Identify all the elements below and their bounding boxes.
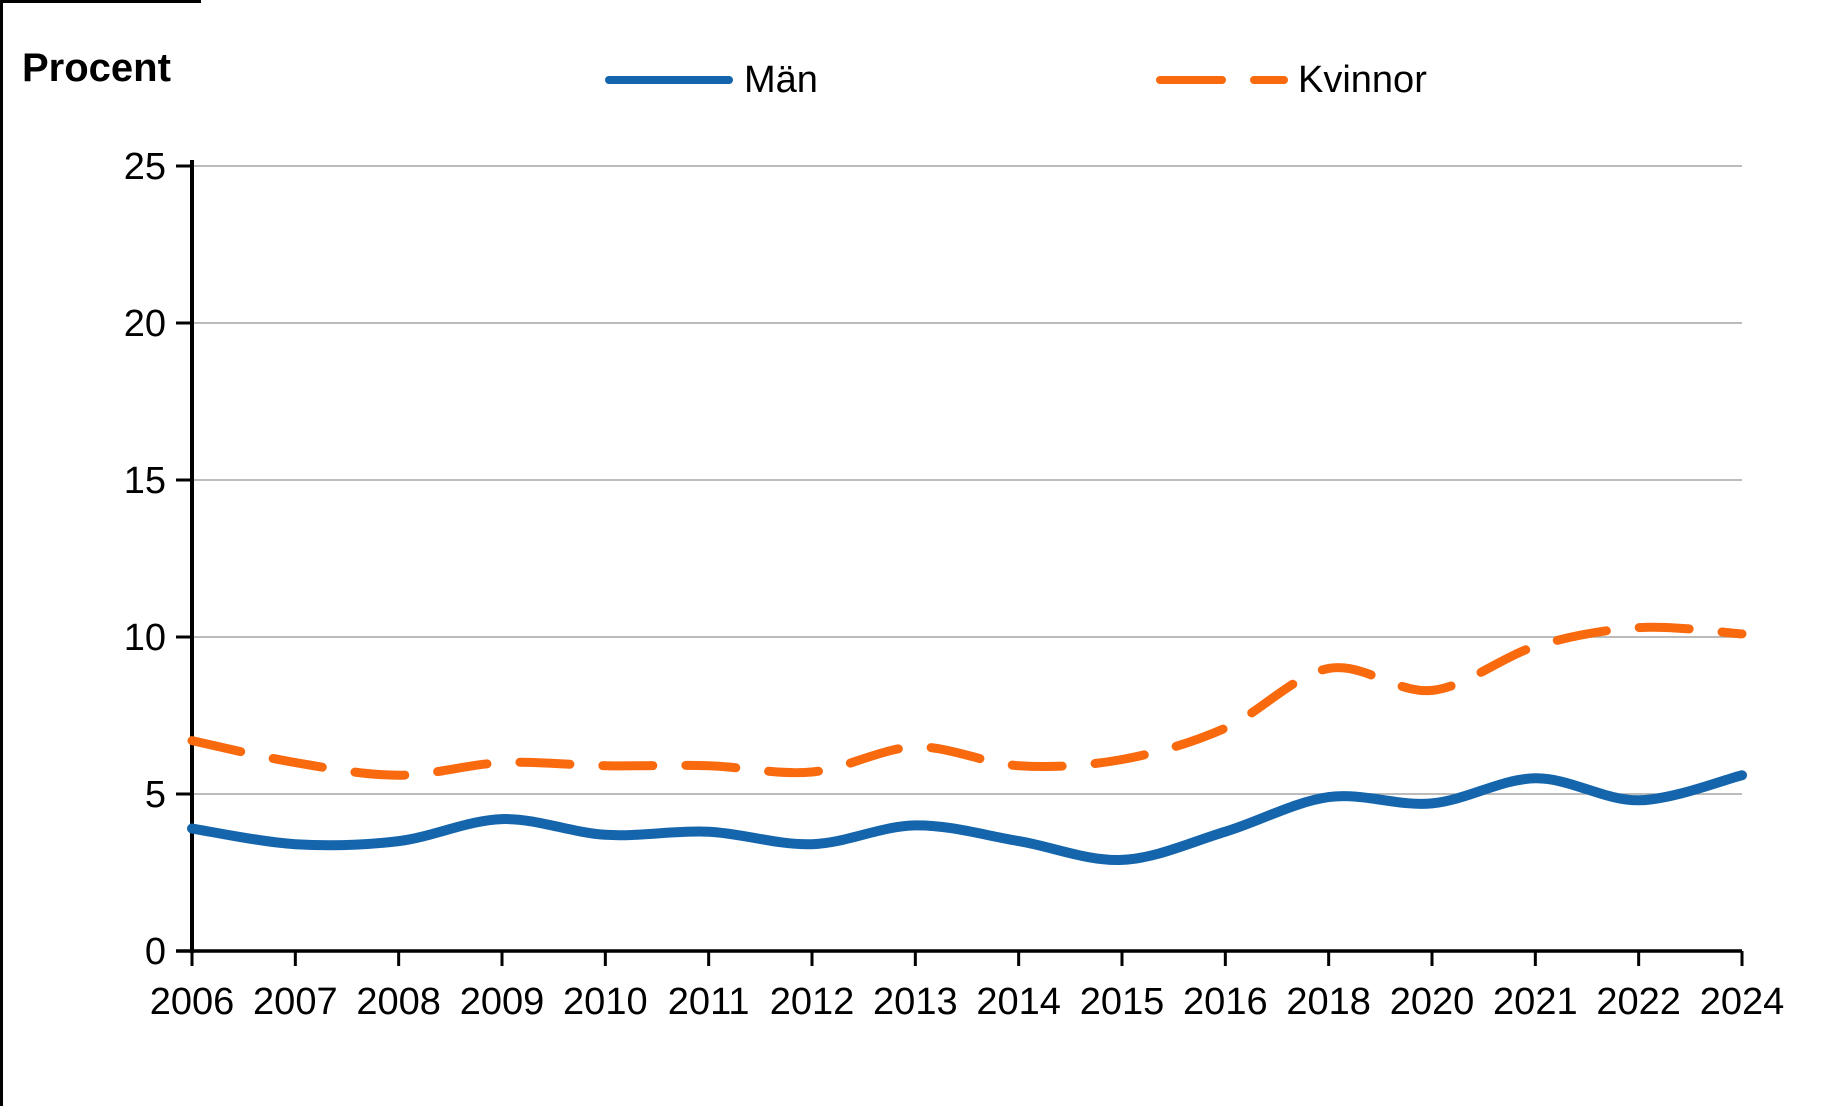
window-frame-left-border [0,0,3,1106]
x-tick-label-2011: 2011 [668,981,750,1023]
series-line-kvinnor [187,622,1747,780]
window-frame-top-border [0,0,201,3]
x-tick-label-2024: 2024 [1700,981,1785,1023]
x-tick-label-2014: 2014 [976,981,1061,1023]
x-tick-label-2013: 2013 [873,981,958,1023]
y-tick-label-5: 5 [145,774,166,816]
x-tick-label-2015: 2015 [1080,981,1165,1023]
x-tick-label-2021: 2021 [1493,981,1578,1023]
y-tick-label-20: 20 [124,303,166,345]
legend-item-kvinnor: Kvinnor [1156,58,1427,102]
legend-label-man: Män [744,59,818,101]
legend-line-man-icon [605,76,733,84]
x-tick-label-2008: 2008 [356,981,441,1023]
x-tick-label-2010: 2010 [563,981,648,1023]
x-tick-label-2018: 2018 [1286,981,1371,1023]
axis-title-procent: Procent [22,46,171,90]
y-tick-label-15: 15 [124,460,166,502]
legend-item-man: Män [604,58,818,102]
series-line-man [187,770,1747,865]
x-tick-label-2012: 2012 [770,981,855,1023]
legend-label-kvinnor: Kvinnor [1298,59,1427,101]
y-tick-label-0: 0 [145,931,166,973]
x-tick-label-2022: 2022 [1596,981,1681,1023]
legend-dashed-line-kvinnor-icon [1156,76,1288,84]
x-tick-label-2007: 2007 [253,981,338,1023]
x-tick-label-2020: 2020 [1390,981,1475,1023]
y-tick-label-10: 10 [124,617,166,659]
x-tick-label-2009: 2009 [460,981,545,1023]
x-tick-label-2006: 2006 [150,981,235,1023]
y-tick-label-25: 25 [124,146,166,188]
x-tick-label-2016: 2016 [1183,981,1268,1023]
